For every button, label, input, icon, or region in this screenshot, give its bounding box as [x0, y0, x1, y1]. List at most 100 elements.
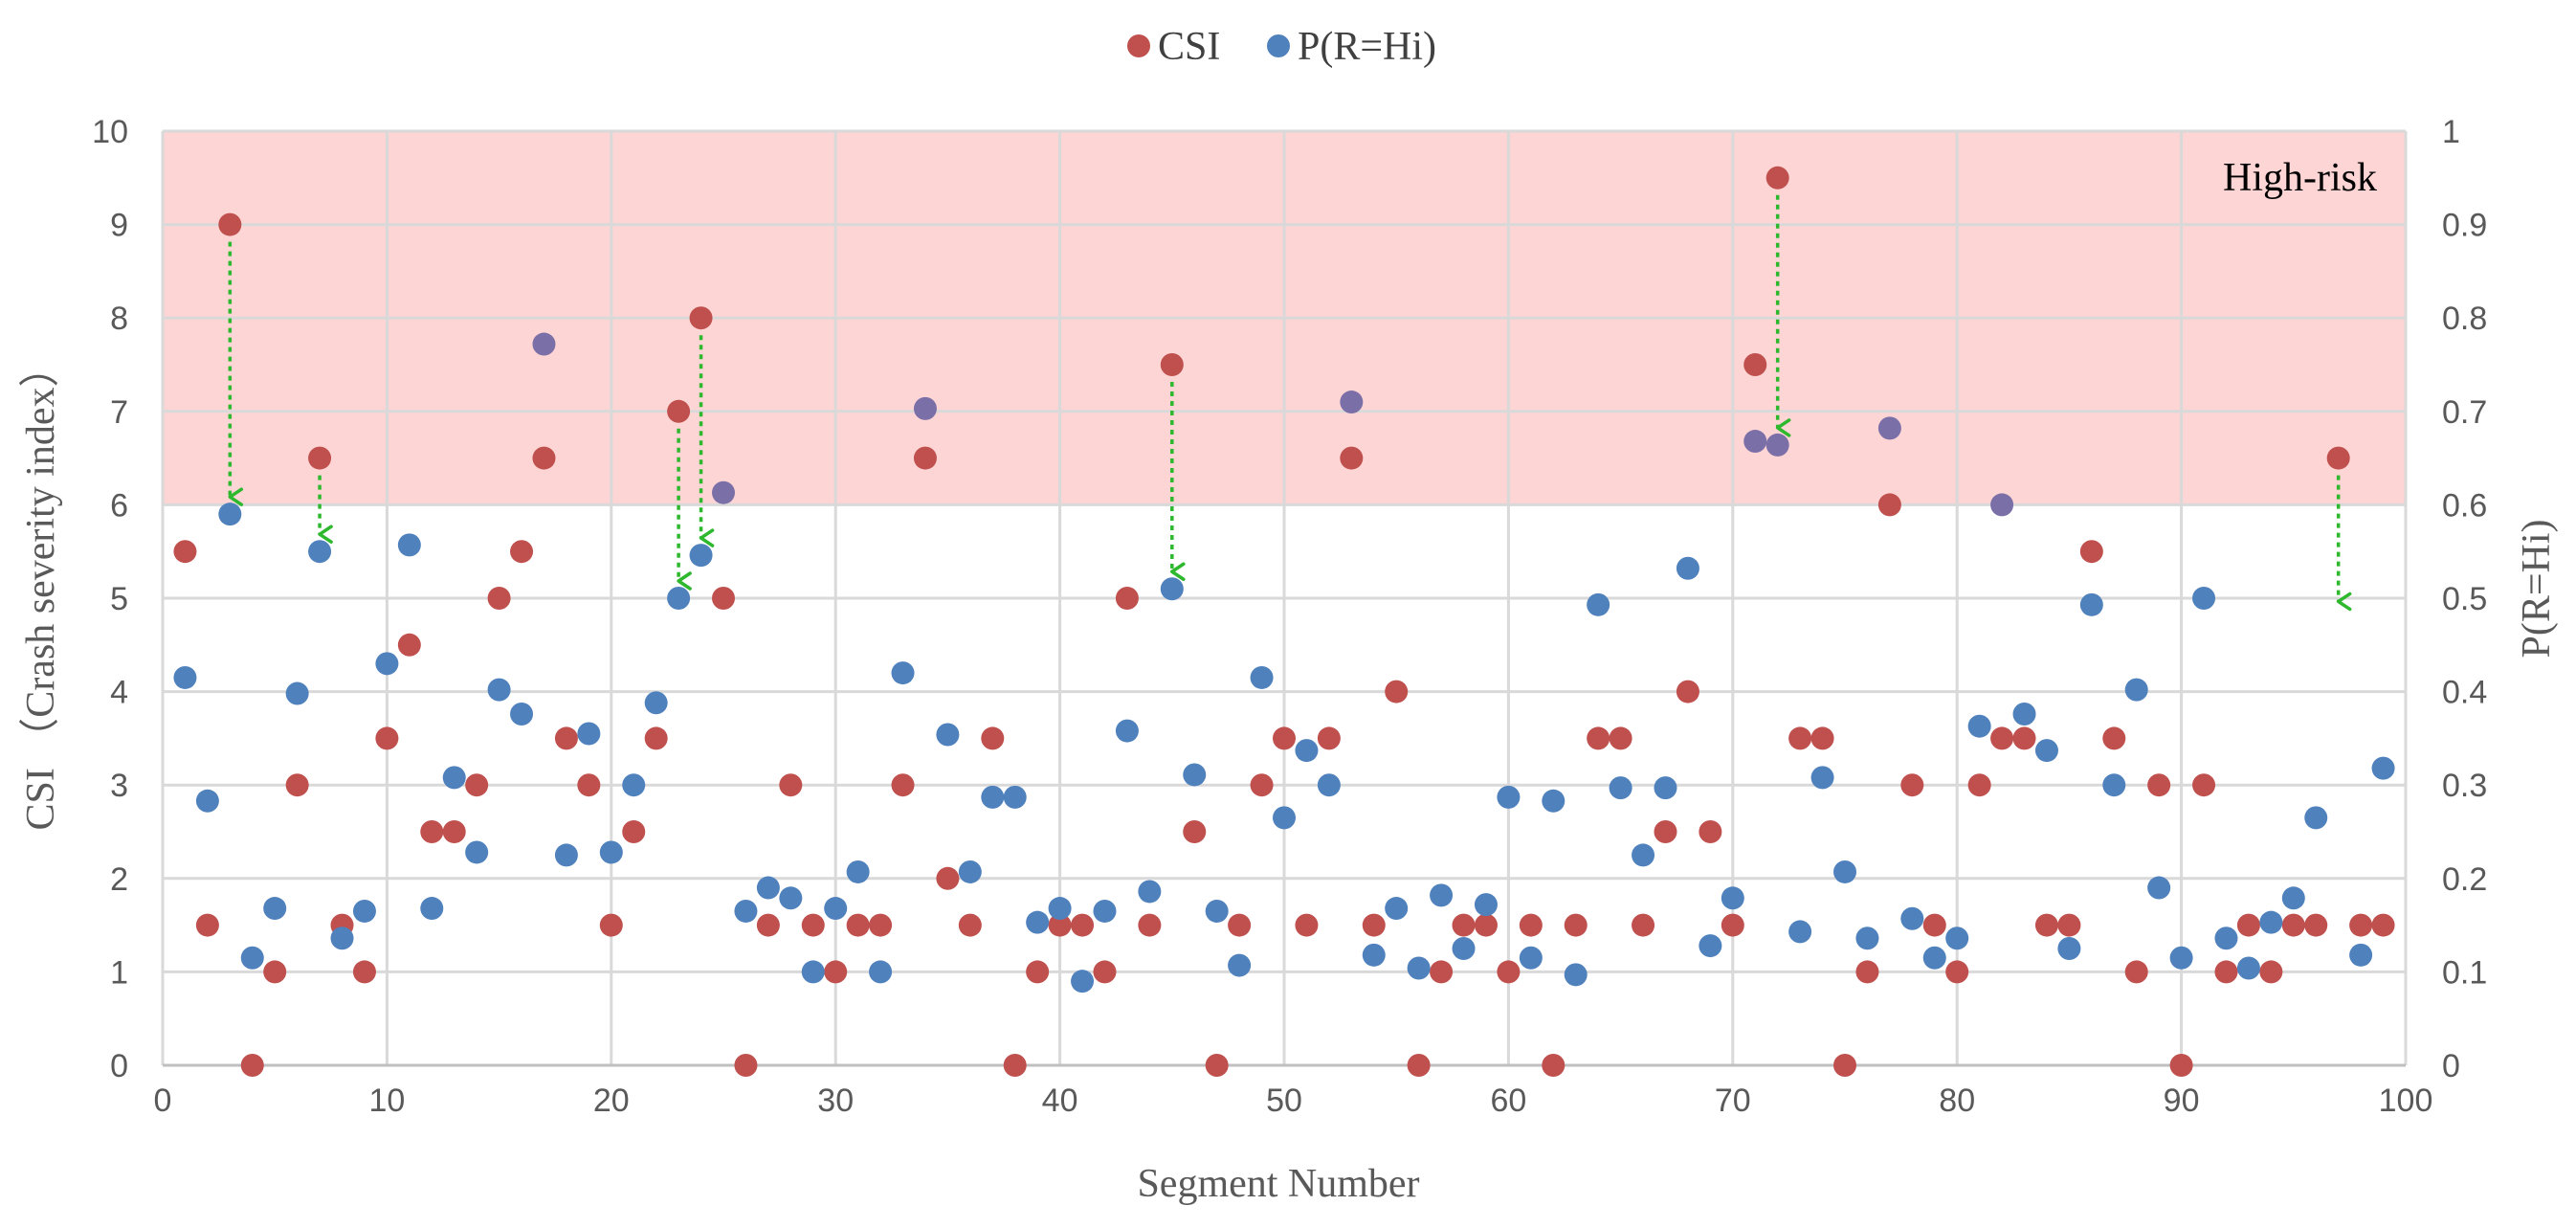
x-tick-label: 20: [593, 1083, 630, 1119]
p-point: [577, 722, 601, 746]
p-point: [1587, 592, 1610, 616]
csi-point: [756, 913, 780, 937]
csi-point: [240, 1054, 264, 1077]
p-point: [1273, 806, 1296, 830]
p-point: [2102, 773, 2126, 797]
csi-point: [1542, 1054, 1566, 1077]
p-point: [173, 665, 197, 689]
p-point: [1385, 897, 1409, 921]
csi-point: [2326, 446, 2350, 470]
csi-point: [936, 866, 960, 890]
p-point: [1900, 906, 1924, 930]
p-point: [869, 960, 893, 984]
csi-point: [2124, 960, 2148, 984]
csi-point: [1228, 913, 1252, 937]
csi-point: [1564, 913, 1588, 937]
y-left-tick-label: 4: [110, 675, 128, 711]
p-point: [1945, 927, 1969, 950]
csi-point: [1945, 960, 1969, 984]
csi-point: [2349, 913, 2373, 937]
p-point: [330, 927, 354, 950]
p-point: [936, 723, 960, 747]
p-point: [1632, 843, 1655, 867]
y-left-tick-label: 3: [110, 768, 128, 804]
p-point: [352, 899, 376, 923]
p-point: [1407, 956, 1431, 980]
p-point: [1048, 897, 1072, 921]
p-point: [1071, 970, 1095, 994]
csi-point: [442, 820, 466, 843]
csi-point: [779, 773, 803, 797]
p-point: [2079, 592, 2103, 616]
y-left-tick-label: 0: [110, 1048, 128, 1084]
csi-point: [285, 773, 309, 797]
csi-point: [1250, 773, 1274, 797]
p-point: [1699, 934, 1722, 958]
p-point: [1160, 577, 1184, 601]
csi-point: [1003, 1054, 1027, 1077]
csi-point: [1093, 960, 1117, 984]
csi-point: [1385, 680, 1409, 703]
p-point: [2192, 587, 2216, 610]
csi-point: [195, 913, 219, 937]
p-point: [1430, 883, 1454, 907]
csi-point: [734, 1054, 758, 1077]
p-point: [1788, 920, 1812, 944]
csi-point: [2034, 913, 2058, 937]
y-left-tick-label: 5: [110, 581, 128, 617]
x-tick-label: 30: [817, 1083, 854, 1119]
csi-point: [1721, 913, 1744, 937]
grid-lines: [161, 129, 2408, 1065]
csi-point: [1138, 913, 1162, 937]
y-left-tick-label: 8: [110, 301, 128, 337]
csi-point: [689, 306, 713, 330]
y-left-tick-label: 6: [110, 487, 128, 524]
y-left-tick-label: 1: [110, 954, 128, 991]
csi-point: [2057, 913, 2081, 937]
x-tick-label: 90: [2164, 1083, 2200, 1119]
csi-point: [2012, 726, 2036, 750]
p-point: [532, 332, 556, 356]
csi-point: [824, 960, 848, 984]
p-point: [622, 773, 646, 797]
csi-point: [510, 540, 534, 564]
p-point: [1183, 763, 1207, 787]
csi-point: [1922, 913, 1946, 937]
csi-point: [891, 773, 915, 797]
p-point: [1138, 880, 1162, 904]
p-point: [1452, 937, 1476, 960]
x-tick-label: 50: [1266, 1083, 1302, 1119]
x-tick-label: 60: [1490, 1083, 1526, 1119]
csi-point: [1788, 726, 1812, 750]
csi-point: [712, 587, 735, 610]
csi-point: [599, 913, 623, 937]
p-point: [1228, 953, 1252, 977]
csi-point: [487, 587, 511, 610]
p-point: [1115, 719, 1139, 743]
p-point: [712, 480, 735, 504]
csi-point: [1699, 820, 1722, 843]
y-right-tick-label: 0: [2442, 1048, 2460, 1084]
p-point: [2034, 739, 2058, 763]
y-left-tick-label: 2: [110, 861, 128, 898]
csi-point: [2214, 960, 2238, 984]
csi-point: [2147, 773, 2171, 797]
p-point: [1093, 899, 1117, 923]
reduction-arrows: [228, 194, 2352, 612]
csi-point: [1676, 680, 1699, 703]
legend: CSI P(R=Hi): [1127, 25, 1436, 69]
p-point: [734, 899, 758, 923]
csi-point: [1765, 166, 1789, 190]
csi-point: [2304, 913, 2328, 937]
p-point: [981, 785, 1005, 809]
csi-point: [913, 446, 937, 470]
csi-point: [622, 820, 646, 843]
csi-point: [2281, 913, 2305, 937]
p-point: [891, 661, 915, 685]
csi-point: [1810, 726, 1834, 750]
high-risk-label: High-risk: [2223, 156, 2377, 200]
csi-point: [308, 446, 332, 470]
csi-point: [1205, 1054, 1229, 1077]
p-point: [510, 703, 534, 726]
csi-point: [1407, 1054, 1431, 1077]
